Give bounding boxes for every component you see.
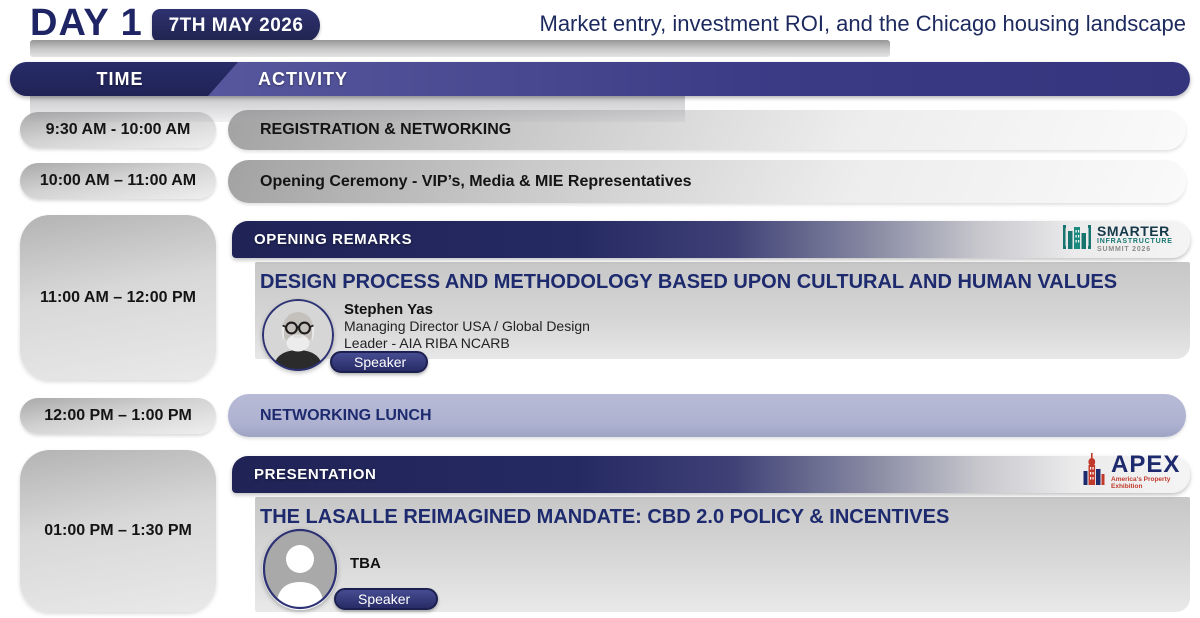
time-column-segment	[10, 62, 238, 96]
day-theme-subtitle: Market entry, investment ROI, and the Ch…	[539, 11, 1187, 36]
speaker-badge: Speaker	[330, 351, 428, 373]
session-type-label: OPENING REMARKS	[254, 231, 413, 248]
time-column-header: TIME	[96, 69, 144, 89]
activity-cell-opening-ceremony: Opening Ceremony - VIP’s, Media & MIE Re…	[228, 160, 1186, 203]
session-title-presentation: THE LASALLE REIMAGINED MANDATE: CBD 2.0 …	[260, 506, 950, 528]
apex-building-icon	[1082, 452, 1106, 491]
smarter-logo-line3: SUMMIT 2026	[1097, 246, 1151, 253]
speaker-name: Stephen Yas	[344, 301, 433, 318]
session-title-opening-remarks: DESIGN PROCESS AND METHODOLOGY BASED UPO…	[260, 271, 1118, 293]
session-bar-opening-remarks: OPENING REMARKS	[232, 221, 1190, 258]
smarter-logo-line2: INFRASTRUCTURE	[1097, 238, 1173, 245]
activity-cell-lunch: NETWORKING LUNCH	[228, 394, 1186, 437]
activity-column-header: ACTIVITY	[258, 69, 349, 89]
apex-logo: APEX America's Property Exhibition	[1082, 452, 1200, 491]
header-shadow-strip	[30, 40, 890, 57]
speaker-badge: Speaker	[334, 588, 438, 610]
smarter-building-icon	[1062, 222, 1092, 257]
speaker-role-line1: Managing Director USA / Global Design	[344, 318, 590, 334]
time-cell-lunch: 12:00 PM – 1:00 PM	[20, 398, 216, 434]
session-panel-opening-remarks	[255, 262, 1190, 359]
time-cell-opening-remarks: 11:00 AM – 12:00 PM	[20, 215, 216, 380]
smarter-logo-line1: SMARTER	[1097, 223, 1170, 239]
smarter-summit-logo: SMARTER INFRASTRUCTURE SUMMIT 2026	[1062, 222, 1173, 257]
session-type-label: PRESENTATION	[254, 466, 377, 483]
session-bar-presentation: PRESENTATION	[232, 456, 1190, 493]
speaker-name: TBA	[350, 555, 381, 572]
speaker-placeholder-avatar	[262, 528, 338, 610]
day-label: DAY 1	[30, 2, 143, 44]
speaker-info-block: Stephen Yas Managing Director USA / Glob…	[344, 301, 590, 352]
time-cell-opening-ceremony: 10:00 AM – 11:00 AM	[20, 163, 216, 199]
apex-logo-tagline: America's Property Exhibition	[1111, 475, 1171, 490]
table-header-bar: TIME ACTIVITY	[10, 62, 1190, 96]
speaker-role-line2: Leader - AIA RIBA NCARB	[344, 335, 510, 351]
date-badge: 7TH MAY 2026	[152, 9, 320, 42]
time-cell-registration: 9:30 AM - 10:00 AM	[20, 112, 216, 148]
speaker-photo-stephen-yas	[262, 299, 334, 371]
activity-cell-registration: REGISTRATION & NETWORKING	[228, 110, 1186, 150]
time-cell-presentation: 01:00 PM – 1:30 PM	[20, 450, 216, 612]
apex-logo-name: APEX	[1111, 450, 1181, 478]
